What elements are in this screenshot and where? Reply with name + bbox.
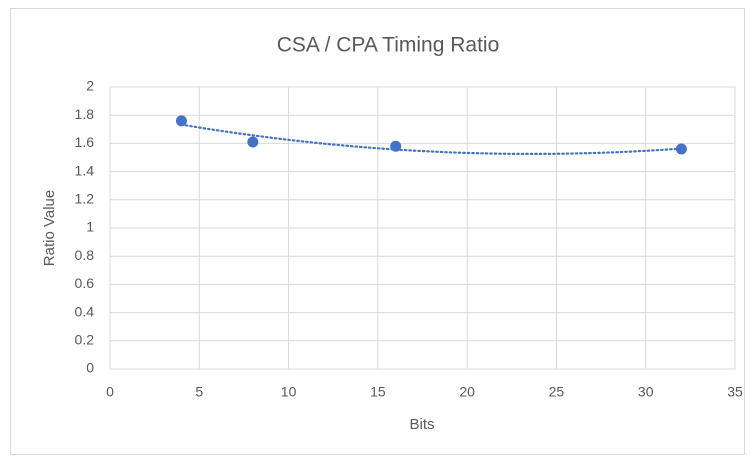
y-tick-label: 0: [86, 360, 94, 376]
x-tick-label: 15: [370, 384, 386, 400]
x-tick-label: 10: [281, 384, 297, 400]
x-tick-label: 5: [195, 384, 203, 400]
y-tick-label: 0.6: [75, 275, 95, 291]
x-tick-label: 25: [549, 384, 565, 400]
x-axis-label: Bits: [409, 416, 434, 433]
data-point: [675, 143, 687, 155]
data-point: [390, 140, 402, 152]
data-point: [247, 136, 259, 148]
x-tick-label: 35: [727, 384, 743, 400]
chart-title: CSA / CPA Timing Ratio: [277, 34, 500, 57]
x-tick-label: 0: [106, 384, 114, 400]
y-tick-label: 2: [86, 78, 94, 94]
y-tick-label: 1.6: [75, 134, 95, 150]
y-tick-label: 1: [86, 219, 94, 235]
y-tick-label: 1.2: [75, 191, 95, 207]
data-point: [175, 115, 187, 127]
trendline: [180, 123, 683, 155]
y-tick-label: 1.4: [75, 162, 95, 178]
x-tick-label: 30: [638, 384, 654, 400]
y-axis-label: Ratio Value: [41, 190, 58, 266]
y-tick-label: 1.8: [75, 106, 95, 122]
y-tick-label: 0.4: [75, 303, 95, 319]
y-tick-label: 0.2: [75, 332, 95, 348]
y-tick-label: 0.8: [75, 247, 95, 263]
x-tick-label: 20: [459, 384, 475, 400]
